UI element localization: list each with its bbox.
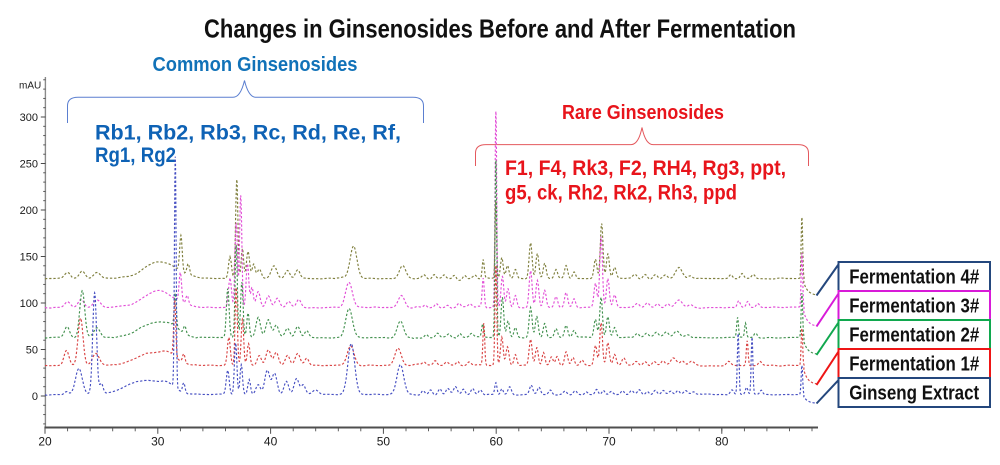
- svg-text:mAU: mAU: [19, 81, 41, 92]
- svg-text:70: 70: [602, 435, 616, 449]
- svg-text:Fermentation 3#: Fermentation 3#: [849, 296, 979, 318]
- svg-text:F1, F4, Rk3, F2, RH4, Rg3, ppt: F1, F4, Rk3, F2, RH4, Rg3, ppt,: [505, 157, 786, 180]
- svg-text:20: 20: [38, 435, 52, 449]
- svg-text:Fermentation 1#: Fermentation 1#: [849, 354, 979, 376]
- svg-text:30: 30: [151, 435, 165, 449]
- svg-text:50: 50: [26, 345, 38, 357]
- svg-text:200: 200: [20, 205, 38, 217]
- svg-text:Changes in Ginsenosides Before: Changes in Ginsenosides Before and After…: [204, 14, 796, 44]
- svg-text:0: 0: [32, 391, 38, 403]
- svg-text:300: 300: [20, 112, 38, 124]
- svg-text:Fermentation 4#: Fermentation 4#: [849, 267, 979, 289]
- svg-text:60: 60: [490, 435, 504, 449]
- svg-text:Common Ginsenosides: Common Ginsenosides: [153, 54, 358, 76]
- svg-text:Fermentation 2#: Fermentation 2#: [849, 325, 979, 347]
- svg-text:80: 80: [715, 435, 729, 449]
- svg-text:g5, ck, Rh2, Rk2, Rh3, ppd: g5, ck, Rh2, Rk2, Rh3, ppd: [505, 182, 737, 205]
- svg-text:100: 100: [20, 298, 38, 310]
- svg-text:Rg1, Rg2: Rg1, Rg2: [95, 144, 176, 167]
- svg-text:150: 150: [20, 252, 38, 264]
- svg-text:250: 250: [20, 159, 38, 171]
- svg-text:50: 50: [377, 435, 391, 449]
- svg-text:Rare Ginsenosides: Rare Ginsenosides: [562, 102, 724, 124]
- svg-text:Ginseng Extract: Ginseng Extract: [849, 383, 979, 405]
- svg-text:Rb1, Rb2, Rb3, Rc, Rd, Re, Rf,: Rb1, Rb2, Rb3, Rc, Rd, Re, Rf,: [95, 122, 401, 145]
- svg-text:40: 40: [264, 435, 278, 449]
